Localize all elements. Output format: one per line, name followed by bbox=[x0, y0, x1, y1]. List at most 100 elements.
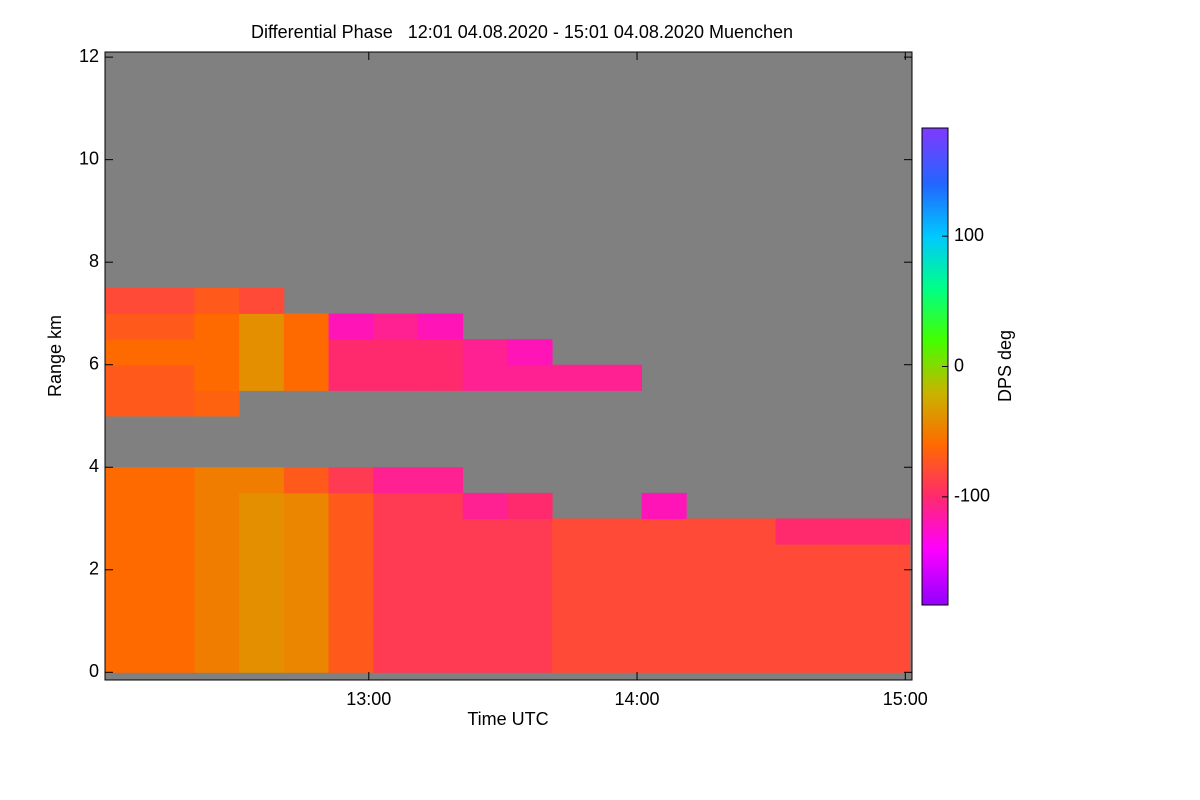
y-tick-label: 10 bbox=[79, 148, 99, 168]
heatmap-cell bbox=[462, 492, 508, 520]
heatmap-cell bbox=[149, 492, 195, 520]
heatmap-cell bbox=[373, 595, 419, 622]
heatmap-cell bbox=[596, 621, 643, 648]
heatmap-cell bbox=[417, 364, 464, 391]
y-axis-label: Range km bbox=[45, 315, 65, 397]
heatmap-cell bbox=[417, 544, 464, 571]
heatmap-cell bbox=[596, 595, 643, 622]
heatmap-cell bbox=[730, 646, 777, 673]
heatmap-cell bbox=[775, 621, 821, 648]
colorbar-tick-label: -100 bbox=[954, 486, 990, 506]
x-axis-label: Time UTC bbox=[467, 709, 548, 729]
heatmap-cell bbox=[328, 569, 374, 596]
heatmap-cell bbox=[641, 595, 687, 622]
heatmap-cell bbox=[105, 467, 151, 494]
heatmap-cell bbox=[328, 364, 374, 391]
heatmap-cell bbox=[239, 569, 285, 596]
heatmap-cell bbox=[328, 339, 374, 366]
heatmap-cell bbox=[149, 313, 195, 340]
heatmap-cell bbox=[194, 595, 240, 622]
heatmap-cell bbox=[730, 518, 777, 545]
heatmap-cell bbox=[775, 569, 821, 596]
heatmap-cell bbox=[328, 492, 374, 520]
x-tick-label: 13:00 bbox=[346, 689, 391, 709]
heatmap-cell bbox=[462, 364, 508, 391]
heatmap-cell bbox=[552, 544, 598, 571]
heatmap-cell bbox=[507, 595, 553, 622]
heatmap-cell bbox=[507, 569, 553, 596]
heatmap-cell bbox=[373, 621, 419, 648]
heatmap-cell bbox=[328, 595, 374, 622]
heatmap-cell bbox=[283, 595, 330, 622]
heatmap-cell bbox=[283, 569, 330, 596]
heatmap-cell bbox=[865, 544, 911, 571]
heatmap-cell bbox=[417, 621, 464, 648]
heatmap-cell bbox=[596, 518, 643, 545]
heatmap-cell bbox=[507, 544, 553, 571]
heatmap-cell bbox=[239, 364, 285, 391]
heatmap-cell bbox=[730, 569, 777, 596]
heatmap-cell bbox=[149, 287, 195, 314]
heatmap-cell bbox=[507, 492, 553, 520]
heatmap-cell bbox=[462, 544, 508, 571]
heatmap-cell bbox=[462, 569, 508, 596]
heatmap-cell bbox=[194, 518, 240, 545]
heatmap-cell bbox=[105, 287, 151, 314]
heatmap-cell bbox=[105, 492, 151, 520]
heatmap-cell bbox=[194, 390, 240, 417]
heatmap-cell bbox=[194, 287, 240, 314]
heatmap-cell bbox=[194, 364, 240, 391]
heatmap-cell bbox=[596, 364, 643, 391]
heatmap-cell bbox=[105, 621, 151, 648]
heatmap-cell bbox=[417, 313, 464, 340]
heatmap-cell bbox=[105, 646, 151, 673]
heatmap-cell bbox=[641, 544, 687, 571]
heatmap-cell bbox=[641, 569, 687, 596]
heatmap-cell bbox=[373, 544, 419, 571]
heatmap-cell bbox=[730, 544, 777, 571]
heatmap-cell bbox=[507, 339, 553, 366]
colorbar-tick-label: 100 bbox=[954, 225, 984, 245]
heatmap-cell bbox=[686, 569, 732, 596]
heatmap-cell bbox=[194, 646, 240, 673]
heatmap-cell bbox=[149, 646, 195, 673]
heatmap-cell bbox=[373, 339, 419, 366]
heatmap-cell bbox=[373, 646, 419, 673]
heatmap-cell bbox=[417, 595, 464, 622]
heatmap-cell bbox=[730, 621, 777, 648]
heatmap-cell bbox=[194, 339, 240, 366]
heatmap-cell bbox=[462, 339, 508, 366]
heatmap-cell bbox=[239, 595, 285, 622]
heatmap-cell bbox=[373, 518, 419, 545]
heatmap-cell bbox=[239, 467, 285, 494]
heatmap-cell bbox=[105, 518, 151, 545]
y-tick-label: 4 bbox=[89, 456, 99, 476]
heatmap-cell bbox=[820, 544, 866, 571]
heatmap-cell bbox=[596, 544, 643, 571]
heatmap-cell bbox=[105, 364, 151, 391]
heatmap-cell bbox=[507, 364, 553, 391]
heatmap-cell bbox=[239, 287, 285, 314]
heatmap-cell bbox=[552, 518, 598, 545]
heatmap-cell bbox=[507, 518, 553, 545]
heatmap-cell bbox=[239, 518, 285, 545]
heatmap-cell bbox=[239, 313, 285, 340]
heatmap-cell bbox=[149, 467, 195, 494]
heatmap-cell bbox=[283, 339, 330, 366]
heatmap-cell bbox=[820, 518, 866, 545]
heatmap-cell bbox=[194, 569, 240, 596]
heatmap-cell bbox=[417, 492, 464, 520]
heatmap-cell bbox=[462, 595, 508, 622]
heatmap-cell bbox=[149, 339, 195, 366]
heatmap-cell bbox=[820, 621, 866, 648]
heatmap-cell bbox=[417, 646, 464, 673]
heatmap-cell bbox=[283, 544, 330, 571]
y-tick-label: 0 bbox=[89, 661, 99, 681]
heatmap-cell bbox=[239, 621, 285, 648]
heatmap-cell bbox=[417, 569, 464, 596]
heatmap-cell bbox=[239, 492, 285, 520]
heatmap-cell bbox=[373, 492, 419, 520]
x-tick-label: 14:00 bbox=[615, 689, 660, 709]
heatmap-cell bbox=[149, 364, 195, 391]
